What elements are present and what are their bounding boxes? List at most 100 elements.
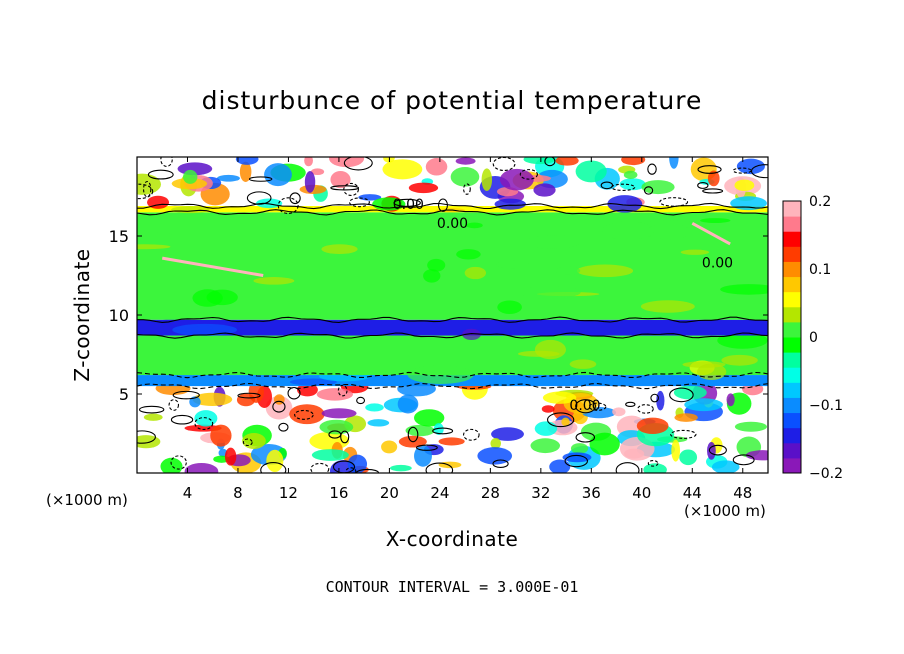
- contour-loop: [575, 399, 596, 414]
- contour-loop: [492, 459, 509, 468]
- field-patch: [296, 383, 318, 397]
- field-patch: [726, 393, 735, 407]
- field-patch: [721, 354, 758, 366]
- contour-loop: [415, 444, 438, 451]
- field-patch: [358, 194, 382, 201]
- field-patch: [623, 170, 638, 180]
- field-patch: [235, 157, 259, 165]
- field-streak: [691, 222, 731, 246]
- colorbar-frame: [782, 200, 802, 474]
- contour-loop: [708, 444, 727, 456]
- contour-loop: [643, 186, 654, 195]
- field-patch: [407, 365, 474, 385]
- field-patch: [679, 449, 698, 466]
- field-patch: [261, 288, 278, 293]
- contour-loop: [732, 454, 755, 466]
- contour-loop: [343, 182, 359, 196]
- field-patch: [242, 432, 266, 449]
- field-patch: [239, 161, 252, 182]
- colorbar-swatch: [783, 457, 801, 474]
- field-patch: [172, 323, 238, 336]
- colorbar-swatch: [783, 261, 801, 278]
- field-patch: [304, 157, 313, 167]
- field-patch: [427, 258, 446, 272]
- field-patch: [490, 438, 502, 449]
- field-patch: [321, 244, 358, 254]
- field-patch: [210, 424, 232, 447]
- field-patch: [640, 300, 695, 313]
- field-patch: [264, 163, 292, 187]
- contour-label: 0.00: [437, 216, 468, 232]
- contour-loop: [278, 422, 289, 432]
- field-patch: [720, 284, 768, 295]
- contour-labels: 0.00 0.00 0.00 0.00: [393, 197, 733, 414]
- field-patch: [137, 173, 162, 195]
- field-patch: [216, 174, 240, 182]
- field-patch: [549, 459, 571, 473]
- field-patch: [289, 404, 325, 425]
- x-tick-label: 44: [683, 484, 702, 502]
- field-patch: [636, 417, 669, 435]
- field-patch: [656, 288, 680, 293]
- field-patch: [680, 249, 710, 255]
- contour-loop: [147, 169, 174, 180]
- colorbar-swatch: [783, 201, 801, 217]
- contour-loop: [463, 428, 480, 441]
- field-patch: [684, 398, 723, 412]
- field-patch: [570, 443, 589, 454]
- contour-loop: [310, 462, 330, 473]
- contour-loop: [143, 180, 152, 198]
- colorbar-swatch: [783, 352, 801, 368]
- field-patch: [397, 394, 419, 414]
- field-patch: [671, 439, 681, 462]
- field-patch: [621, 157, 646, 166]
- colorbar-swatch: [783, 397, 801, 414]
- colorbar-swatch: [783, 337, 801, 353]
- field-patch: [381, 440, 398, 454]
- field-patch: [408, 182, 439, 194]
- x-tick-label: 48: [733, 484, 752, 502]
- field-patch: [607, 195, 643, 213]
- contour-loop: [588, 402, 607, 411]
- field-band: [137, 319, 768, 336]
- contour-label: 0.00: [393, 197, 424, 213]
- field-patch: [562, 452, 592, 463]
- contour-loop: [425, 462, 454, 473]
- field-patch: [589, 432, 620, 456]
- contour-loop: [160, 157, 173, 167]
- field-patch: [717, 332, 768, 349]
- contour-loop: [697, 165, 722, 174]
- field-patch: [137, 435, 161, 449]
- field-patch: [413, 409, 445, 427]
- field-patch: [192, 392, 233, 407]
- field-patch: [255, 198, 283, 209]
- colorbar-swatch: [783, 321, 801, 338]
- contour-loop: [564, 454, 588, 468]
- field-patch: [711, 460, 740, 473]
- field-patch: [319, 419, 354, 435]
- x-tick-label: 20: [380, 484, 399, 502]
- field-patch: [405, 424, 435, 437]
- x-tick-label: 32: [531, 484, 550, 502]
- field-patch: [137, 244, 171, 250]
- field-patch: [425, 158, 448, 176]
- contour-loop: [170, 414, 194, 425]
- contour-label: 0.00: [702, 256, 733, 272]
- field-patch: [329, 157, 365, 168]
- field-patch: [494, 198, 527, 210]
- field-patch: [365, 403, 384, 412]
- colorbar-swatch: [783, 291, 801, 308]
- contour-loop: [463, 183, 471, 195]
- contour-loop: [670, 429, 697, 439]
- contour-loop: [343, 157, 373, 171]
- x-tick-label: 28: [481, 484, 500, 502]
- heatmap-field: [137, 157, 768, 473]
- colorbar-swatch: [783, 306, 801, 323]
- contour-loop: [575, 432, 596, 443]
- contour-loop: [345, 467, 357, 473]
- contour-loop: [356, 396, 366, 405]
- contour-loop: [625, 401, 636, 408]
- field-patch: [526, 235, 581, 249]
- field-patch: [736, 158, 765, 175]
- contour-lines: [137, 157, 768, 473]
